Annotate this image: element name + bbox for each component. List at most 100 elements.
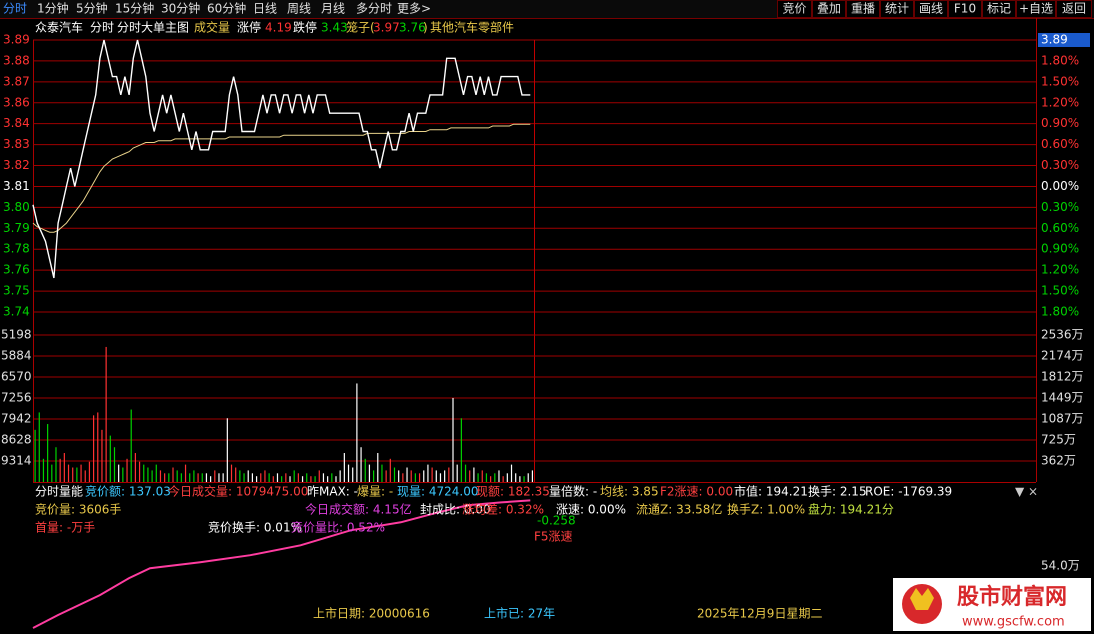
info-item: 今日成交量: 1079475.00 xyxy=(168,484,308,499)
info-item: 封成比: 0.00 xyxy=(420,503,491,517)
y-tick-label: 7256 xyxy=(1,391,32,405)
toolbar-button-label[interactable]: 标记 xyxy=(987,2,1011,16)
volume-bar xyxy=(42,458,45,482)
y-tick-label: 6570 xyxy=(1,369,32,383)
toolbar-tab[interactable]: 1分钟 xyxy=(37,1,69,16)
toolbar-button-label[interactable]: F10 xyxy=(954,2,976,16)
volume-bar xyxy=(80,464,82,482)
toolbar-tab[interactable]: 周线 xyxy=(287,2,311,16)
volume-bar xyxy=(260,473,262,482)
volume-bar xyxy=(506,473,508,482)
toolbar-tab[interactable]: 5分钟 xyxy=(76,1,108,16)
volume-bar xyxy=(410,470,412,482)
info-item: 换手: 2.15 xyxy=(808,485,867,499)
close-icon[interactable]: × xyxy=(1028,485,1038,499)
info-item: 流通Z: 33.58亿 xyxy=(636,502,722,517)
volume-bar xyxy=(473,467,475,482)
volume-bar xyxy=(184,464,187,482)
volume-bar xyxy=(255,476,258,482)
info-item: 竞价换手: 0.01% xyxy=(208,521,302,535)
toolbar-button-label[interactable]: 返回 xyxy=(1062,2,1086,16)
toolbar-button[interactable] xyxy=(880,0,914,18)
current-price-box xyxy=(1038,33,1090,47)
volume-bar xyxy=(306,473,308,482)
volume-bar xyxy=(281,476,283,482)
y-tick-label: 3.83 xyxy=(3,137,30,151)
toolbar-tab[interactable]: 分时 xyxy=(3,2,27,16)
y-tick-label: 7942 xyxy=(1,411,32,425)
toolbar-button[interactable] xyxy=(914,0,948,18)
volume-bar xyxy=(335,476,337,482)
volume-bar xyxy=(339,470,341,482)
toolbar-button-label[interactable]: +自选 xyxy=(1019,2,1053,16)
volume-bar xyxy=(147,467,149,482)
toolbar-button-label[interactable]: 叠加 xyxy=(817,2,841,16)
volume-bar xyxy=(418,473,421,482)
volume-bar xyxy=(293,470,295,482)
volume-bar xyxy=(193,470,195,482)
toolbar-button-label[interactable]: 画线 xyxy=(919,2,943,16)
toolbar-button[interactable] xyxy=(812,0,846,18)
y-tick-label: 3.86 xyxy=(3,95,30,109)
toolbar-tab[interactable]: 多分时 xyxy=(356,2,392,16)
volume-bar xyxy=(431,467,433,482)
watermark-url: www.gscfw.com xyxy=(962,615,1065,630)
volume-bar xyxy=(88,461,91,482)
toolbar-button[interactable] xyxy=(846,0,880,18)
info-item: 今日成交额: 4.15亿 xyxy=(305,502,412,517)
toolbar-button[interactable] xyxy=(777,0,812,18)
y-tick-label: 3.82 xyxy=(3,158,30,172)
info-item: 竞价额: 137.03 xyxy=(85,485,171,499)
toolbar-button[interactable] xyxy=(1056,0,1092,18)
toolbar-button-label[interactable]: 竞价 xyxy=(782,2,806,16)
toolbar-tab[interactable]: 30分钟 xyxy=(161,1,200,16)
toolbar-tab[interactable]: 月线 xyxy=(321,2,345,16)
volume-bar xyxy=(485,473,488,482)
dropdown-icon[interactable]: ▼ xyxy=(1015,485,1025,499)
y2-tick-label: 0.90% xyxy=(1041,116,1079,130)
toolbar-tab[interactable]: 15分钟 xyxy=(115,1,154,16)
info-item: 涨均差: 0.32% xyxy=(462,502,544,517)
volume-bar xyxy=(101,429,103,482)
y-tick-label: 3.87 xyxy=(3,74,30,88)
toolbar-tab[interactable]: 日线 xyxy=(253,2,277,16)
volume-bar xyxy=(218,473,220,482)
volume-bar xyxy=(423,470,425,482)
volume-bar xyxy=(377,453,379,482)
volume-bar xyxy=(356,383,358,482)
y2-tick-label: 1449万 xyxy=(1041,391,1084,405)
toolbar-button[interactable] xyxy=(948,0,982,18)
y2-tick-label: 1812万 xyxy=(1041,369,1084,383)
y-tick-label: 3.88 xyxy=(3,53,30,67)
volume-bar xyxy=(243,473,245,482)
volume-bar xyxy=(222,473,224,482)
volume-bar xyxy=(331,473,333,482)
info-item: 涨速: 0.00% xyxy=(556,502,626,517)
price-line xyxy=(32,39,531,279)
volume-bar xyxy=(105,346,107,482)
y-tick-label: 3.76 xyxy=(3,263,30,277)
volume-bar xyxy=(393,467,396,482)
y2-tick-label: 0.60% xyxy=(1041,221,1079,235)
volume-bar xyxy=(285,473,287,482)
toolbar-tab[interactable]: 更多> xyxy=(397,2,431,16)
volume-bar xyxy=(406,467,408,482)
volume-bar xyxy=(59,458,61,482)
toolbar-tab[interactable]: 60分钟 xyxy=(207,1,246,16)
volume-bar xyxy=(55,447,57,482)
toolbar-button[interactable] xyxy=(982,0,1016,18)
volume-bar xyxy=(427,464,429,482)
volume-bar xyxy=(448,467,450,482)
volume-bar xyxy=(113,447,116,482)
toolbar-button[interactable] xyxy=(1016,0,1056,18)
volume-bar xyxy=(469,470,471,482)
info-item: 昨MAX: - xyxy=(307,485,358,499)
y-tick-label: 3.89 xyxy=(3,33,30,47)
volume-bar xyxy=(97,412,99,482)
volume-bar xyxy=(118,464,120,482)
header-item: 笼子( xyxy=(346,20,375,35)
toolbar-button-label[interactable]: 统计 xyxy=(885,2,909,16)
volume-bar xyxy=(289,476,291,482)
toolbar-button-label[interactable]: 重播 xyxy=(851,2,875,16)
